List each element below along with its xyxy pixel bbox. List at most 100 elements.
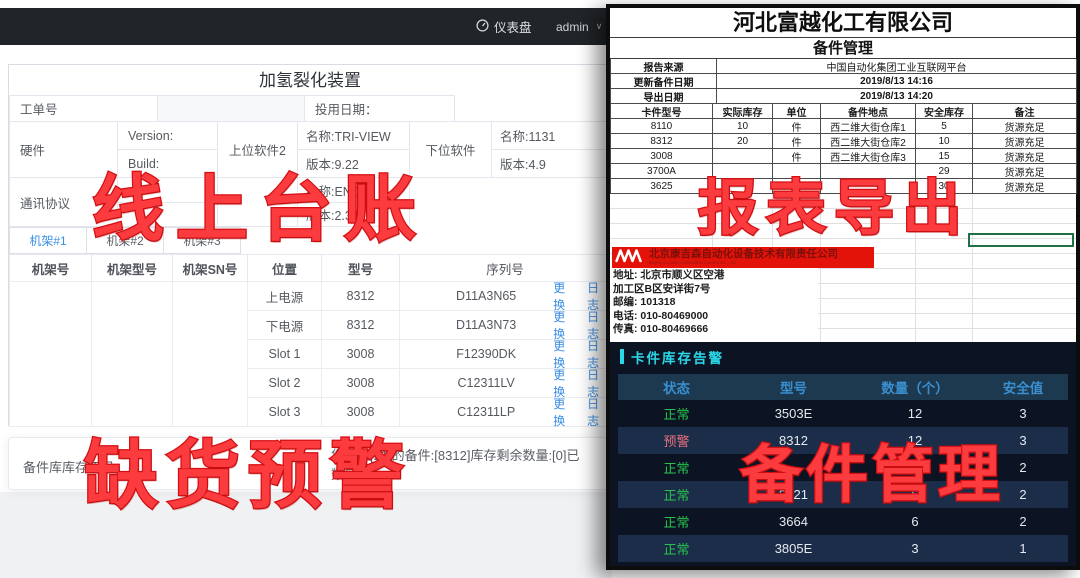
user-menu[interactable]: admin ∨ (556, 8, 602, 45)
alert-model: 3721 (779, 487, 808, 502)
rack-row-serial: D11A3N65 更换 日志 (399, 281, 611, 312)
lower-software-version: 版本:4.9 (491, 149, 611, 178)
vendor-fax: 传真: 010-80469666 (613, 323, 709, 335)
cell-safe-stock: 29 (916, 164, 973, 179)
tab-rack-1[interactable]: 机架#1 (9, 227, 87, 254)
col-header: 备件地点 (821, 104, 916, 119)
alert-col-model: 型号 (780, 381, 807, 396)
rack-sn-cell (172, 281, 248, 427)
col-header: 实际库存 (713, 104, 773, 119)
alert-qty: 3 (911, 541, 919, 556)
info-value: 2019/8/13 14:20 (717, 89, 1077, 104)
vendor-logo-icon (615, 248, 645, 268)
lower-software-label: 下位软件 (409, 121, 492, 178)
alert-row: 正常 3721 6 2 (618, 481, 1068, 508)
rack-row-serial: F12390DK 更换 日志 (399, 339, 611, 370)
work-order-label: 工单号 (9, 95, 158, 122)
rack-row-model: 3008 (321, 397, 400, 427)
cell-model: 3625 (611, 179, 713, 194)
dashboard-icon (476, 18, 489, 35)
log-link[interactable]: 日志 (587, 397, 600, 428)
alert-row: 预警 8312 12 3 (618, 427, 1068, 454)
alert-col-safe: 安全值 (1002, 381, 1044, 396)
protocol-label: 通讯协议 (9, 177, 118, 227)
watermark-report-export: 报表导出 (697, 174, 970, 244)
cell-location: 西二维大街仓库2 (821, 134, 916, 149)
protocol-name: 名称:ENDM (297, 177, 410, 203)
serial-number: F12390DK (456, 347, 517, 361)
cell-location (821, 179, 916, 194)
vendor-address-line1: 地址: 北京市顺义区空港 (613, 269, 725, 281)
device-form-card: 加氢裂化装置 工单号 投用日期： 硬件 Version: Build: 上位软件… (8, 64, 612, 428)
sheet-grid-line (820, 194, 821, 342)
col-header: 卡件型号 (611, 104, 713, 119)
vendor-name-en: Beijing Consen Automation Control Co., L… (649, 260, 738, 265)
alert-safe: 3 (1019, 433, 1027, 448)
report-company-title: 河北富越化工有限公司 (610, 8, 1076, 38)
notification-title: 备件库库存不足 (23, 460, 115, 475)
cell-note: 货源充足 (973, 179, 1077, 194)
replace-link[interactable]: 更换 (553, 281, 566, 312)
protocol-cell-3 (217, 177, 298, 227)
vendor-address-line2: 加工区B区安详街7号 (613, 282, 711, 295)
col-header: 安全库存 (916, 104, 973, 119)
protocol-cell-2 (117, 202, 218, 227)
alert-row: 正常 3664 6 2 (618, 508, 1068, 535)
rack-row-position: 上电源 (247, 281, 322, 311)
replace-link[interactable]: 更换 (553, 339, 566, 370)
log-link[interactable]: 日志 (587, 368, 600, 399)
rack-row-position: Slot 3 (247, 397, 322, 427)
rack-col-rack-no: 机架号 (9, 254, 92, 282)
replace-link[interactable]: 更换 (553, 397, 566, 428)
username-label: admin (556, 19, 589, 34)
log-link[interactable]: 日志 (587, 339, 600, 370)
alert-panel-title: 卡件库存告警 (631, 351, 724, 366)
alert-col-qty: 数量（个） (881, 381, 949, 396)
cell-stock (713, 164, 773, 179)
rack-row-serial: C12311LV 更换 日志 (399, 368, 611, 399)
rack-row-position: Slot 2 (247, 368, 322, 398)
sheet-grid-line (915, 194, 916, 342)
exported-report-window: 河北富越化工有限公司 备件管理 报告来源 中国自动化集团工业互联网平台 更新备件… (606, 4, 1080, 570)
alert-row: 正常 3503E 12 3 (618, 400, 1068, 427)
hardware-build-label: Build: (117, 149, 218, 178)
rack-row-position: 下电源 (247, 310, 322, 340)
cell-location: 西二维大街仓库1 (821, 119, 916, 134)
log-link[interactable]: 日志 (587, 310, 600, 341)
page-background-band (0, 492, 612, 578)
alert-row: 正常 3805E 3 1 (618, 535, 1068, 562)
col-header: 单位 (773, 104, 821, 119)
notification-message: 您企业[21]的备件:[8312]库存剩余数量:[0]已 数量:[1] (331, 446, 607, 486)
serial-number: D11A3N73 (456, 318, 517, 332)
alert-qty: 12 (907, 433, 923, 448)
nav-dashboard[interactable]: 仪表盘 (476, 8, 532, 45)
rack-row-model: 8312 (321, 281, 400, 311)
alert-model: 8312 (779, 433, 808, 448)
chevron-down-icon: ∨ (595, 21, 603, 31)
rack-row-model: 3008 (321, 368, 400, 398)
replace-link[interactable]: 更换 (553, 368, 566, 399)
vendor-zip: 邮编: 101318 (613, 296, 676, 308)
replace-link[interactable]: 更换 (553, 310, 566, 341)
notification-message-line2: 数量:[1] (331, 467, 376, 482)
cell-unit: 件 (773, 149, 821, 164)
cell-unit: 件 (773, 119, 821, 134)
tab-rack-3[interactable]: 机架#3 (163, 227, 241, 254)
cell-location (821, 164, 916, 179)
cell-stock: 10 (713, 119, 773, 134)
lower-software-name: 名称:1131 (491, 121, 611, 150)
cell-note: 货源充足 (973, 119, 1077, 134)
vendor-phone: 电话: 010-80469000 (613, 309, 709, 322)
sheet-grid-line (972, 194, 973, 342)
alert-safe: 2 (1019, 460, 1027, 475)
alert-qty: 6 (911, 487, 919, 502)
selected-cell[interactable] (968, 233, 1074, 247)
rack-no-cell (9, 281, 92, 427)
page-title: 加氢裂化装置 (259, 71, 361, 90)
alert-safe: 3 (1019, 406, 1027, 421)
alert-qty: 12 (907, 406, 923, 421)
alert-qty: 6 (911, 514, 919, 529)
tab-rack-2[interactable]: 机架#2 (86, 227, 164, 254)
report-subtitle: 备件管理 (610, 39, 1076, 59)
log-link[interactable]: 日志 (587, 281, 600, 312)
